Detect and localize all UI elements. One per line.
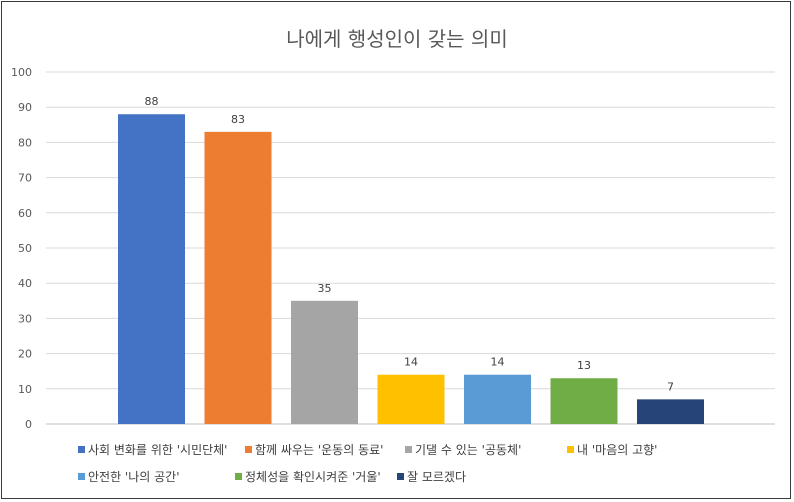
legend-swatch [397, 473, 404, 480]
data-label: 83 [231, 113, 245, 126]
y-tick-label: 70 [18, 172, 32, 185]
y-tick-label: 50 [18, 242, 32, 255]
bar [118, 114, 185, 425]
data-labels: 88 83 35 14 14 13 7 [145, 95, 675, 393]
y-tick-label: 30 [18, 312, 32, 325]
y-tick-label: 0 [25, 418, 32, 431]
bar [464, 374, 531, 424]
legend-swatch [245, 446, 252, 453]
data-label: 35 [318, 282, 332, 295]
legend-entry: 함께 싸우는 '운동의 동료' [255, 443, 383, 457]
y-tick-label: 90 [18, 101, 32, 114]
legend-swatch [567, 446, 574, 453]
bar [377, 374, 445, 424]
data-label: 13 [577, 359, 591, 372]
legend-swatch [235, 473, 242, 480]
bar [550, 378, 618, 424]
y-tick-label: 20 [18, 348, 32, 361]
bars [118, 114, 704, 425]
legend-entry: 내 '마음의 고향' [577, 443, 657, 457]
bar [291, 300, 358, 424]
bar [637, 399, 704, 424]
legend-entry: 정체성을 확인시켜준 '거울' [245, 470, 381, 484]
legend-swatch [405, 446, 412, 453]
y-tick-label: 40 [18, 277, 32, 290]
data-label: 14 [491, 356, 505, 369]
data-label: 14 [404, 356, 418, 369]
legend-entry: 기댈 수 있는 '공동체' [415, 443, 521, 457]
y-tick-label: 80 [18, 136, 32, 149]
y-axis: 0 10 20 30 40 50 60 70 80 90 100 [11, 66, 32, 431]
legend-entry: 안전한 '나의 공간' [88, 470, 180, 484]
data-label: 7 [667, 380, 674, 393]
legend-entry: 사회 변화를 위한 '시민단체' [88, 443, 227, 457]
legend-swatch [78, 473, 85, 480]
bar [204, 131, 272, 424]
chart-title: 나에게 행성인이 갖는 의미 [286, 27, 507, 51]
legend: 사회 변화를 위한 '시민단체' 함께 싸우는 '운동의 동료' 기댈 수 있는 '… [78, 443, 657, 484]
y-tick-label: 60 [18, 207, 32, 220]
y-tick-label: 100 [11, 66, 32, 79]
y-tick-label: 10 [18, 383, 32, 396]
data-label: 88 [145, 95, 159, 108]
legend-entry: 잘 모르겠다 [407, 470, 466, 484]
legend-swatch [78, 446, 85, 453]
